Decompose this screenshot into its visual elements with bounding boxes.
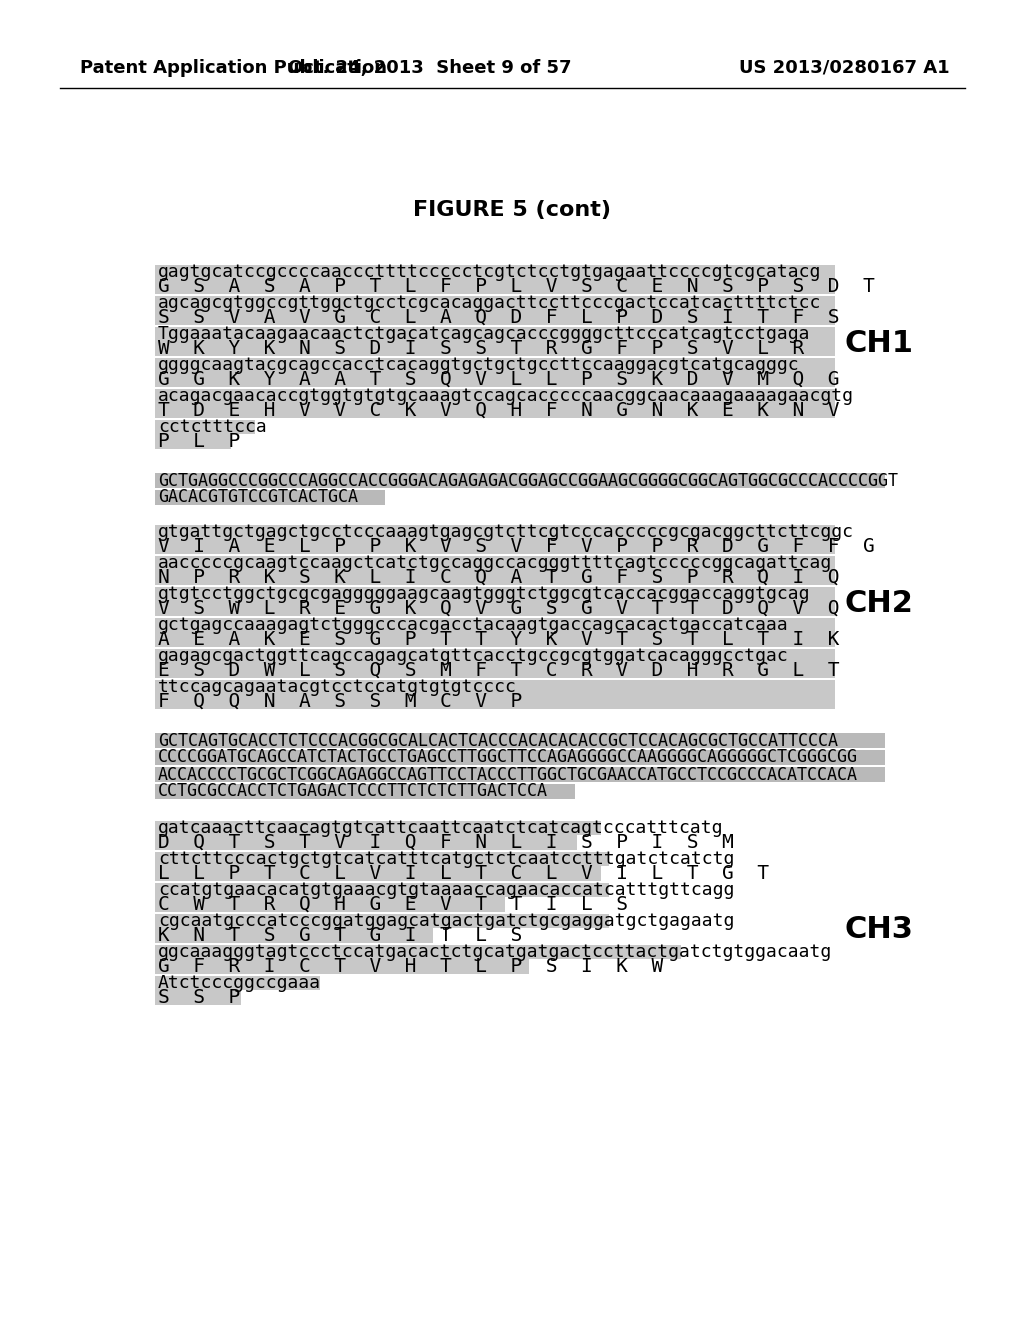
Bar (155, 851, 609, 866)
Bar (155, 750, 885, 766)
Text: CCCCGGATGCAGCCATCTACTGCCTGAGCCTTGGCTTCCAGAGGGGCCAAGGGGCAGGGGGCTCGGGCGG: CCCCGGATGCAGCCATCTACTGCCTGAGCCTTGGCTTCCA… (158, 748, 858, 767)
Text: Tggaaatacaagaacaactctgacatcagcagcacccggggcttcccatcagtcctgaga: Tggaaatacaagaacaactctgacatcagcagcacccggg… (158, 325, 811, 343)
Bar (155, 649, 835, 663)
Text: acagacgaacaccgtggtgtgtgcaaagtccagcacccccaacggcaacaaagaaaagaacgtg: acagacgaacaccgtggtgtgtgcaaagtccagcaccccc… (158, 387, 854, 405)
Bar (155, 372, 835, 387)
Text: Oct. 24, 2013  Sheet 9 of 57: Oct. 24, 2013 Sheet 9 of 57 (288, 59, 571, 77)
Text: G  S  A  S  A  P  T  L  F  P  L  V  S  C  E  N  S  P  S  D  T: G S A S A P T L F P L V S C E N S P S D … (158, 277, 874, 296)
Text: F  Q  Q  N  A  S  S  M  C  V  P: F Q Q N A S S M C V P (158, 692, 522, 711)
Text: T  D  E  H  V  V  C  K  V  Q  H  F  N  G  N  K  E  K  N  V: T D E H V V C K V Q H F N G N K E K N V (158, 401, 840, 420)
Text: L  L  P  T  C  L  V  I  L  T  C  L  V  I  L  T  G  T: L L P T C L V I L T C L V I L T G T (158, 865, 769, 883)
Text: N  P  R  K  S  K  L  I  C  Q  A  T  G  F  S  P  R  Q  I  Q: N P R K S K L I C Q A T G F S P R Q I Q (158, 568, 840, 587)
Bar (155, 632, 835, 647)
Bar (155, 990, 241, 1005)
Text: G  G  K  Y  A  A  T  S  Q  V  L  L  P  S  K  D  V  M  Q  G: G G K Y A A T S Q V L L P S K D V M Q G (158, 370, 840, 389)
Text: S  S  P: S S P (158, 987, 241, 1007)
Text: GCTGAGGCCCGGCCCAGGCCACCGGGACAGAGAGACGGAGCCGGAAGCGGGGCGGCAGTGGCGCCCACCCCGGT: GCTGAGGCCCGGCCCAGGCCACCGGGACAGAGAGACGGAG… (158, 471, 898, 490)
Text: V  I  A  E  L  P  P  K  V  S  V  F  V  P  P  R  D  G  F  F  G: V I A E L P P K V S V F V P P R D G F F … (158, 537, 874, 556)
Bar (155, 296, 835, 310)
Bar (155, 767, 885, 781)
Text: D  Q  T  S  T  V  I  Q  F  N  L  I  S  P  I  S  M: D Q T S T V I Q F N L I S P I S M (158, 833, 734, 851)
Text: P  L  P: P L P (158, 432, 241, 451)
Text: A  E  A  K  E  S  G  P  T  T  Y  K  V  T  S  T  L  T  I  K: A E A K E S G P T T Y K V T S T L T I K (158, 630, 840, 649)
Text: gagagcgactggttcagccagagcatgttcacctgccgcgtggatcacagggcctgac: gagagcgactggttcagccagagcatgttcacctgccgcg… (158, 647, 788, 665)
Bar (155, 327, 835, 341)
Bar (155, 821, 601, 836)
Text: gtgtcctggctgcgcgagggggaagcaagtgggtctggcgtcaccacggaccaggtgcag: gtgtcctggctgcgcgagggggaagcaagtgggtctggcg… (158, 585, 811, 603)
Text: CH1: CH1 (845, 329, 914, 358)
Text: cctctttcca: cctctttcca (158, 418, 266, 436)
Bar (155, 784, 575, 799)
Text: ggcaaagggtagtccctccatgacactctgcatgatgactccttactgatctgtggacaatg: ggcaaagggtagtccctccatgacactctgcatgatgact… (158, 942, 833, 961)
Bar (155, 490, 385, 506)
Bar (155, 663, 835, 678)
Bar (155, 618, 835, 632)
Bar (155, 310, 835, 325)
Bar (155, 883, 609, 898)
Bar (155, 913, 609, 928)
Bar (155, 680, 835, 694)
Bar (155, 265, 835, 279)
Bar (155, 975, 319, 990)
Text: FIGURE 5 (cont): FIGURE 5 (cont) (413, 201, 611, 220)
Text: G  F  R  I  C  T  V  H  T  L  P  S  I  K  W: G F R I C T V H T L P S I K W (158, 957, 664, 975)
Text: GACACGTGTCCGTCACTGCA: GACACGTGTCCGTCACTGCA (158, 488, 358, 507)
Text: K  N  T  S  G  T  G  I  T  L  S: K N T S G T G I T L S (158, 927, 522, 945)
Text: CCTGCGCCACCTCTGAGACTCCCTTCTCTCTTGACTCCA: CCTGCGCCACCTCTGAGACTCCCTTCTCTCTTGACTCCA (158, 783, 548, 800)
Text: ccatgtgaacacatgtgaaacgtgtaaaaccagaacaccatcatttgttcagg: ccatgtgaacacatgtgaaacgtgtaaaaccagaacacca… (158, 880, 734, 899)
Bar (155, 420, 255, 434)
Bar (155, 836, 577, 850)
Bar (155, 733, 885, 748)
Text: Atctcccggccgaaa: Atctcccggccgaaa (158, 974, 322, 993)
Text: CH3: CH3 (845, 916, 913, 945)
Bar (155, 403, 835, 418)
Text: W  K  Y  K  N  S  D  I  S  S  T  R  G  F  P  S  V  L  R: W K Y K N S D I S S T R G F P S V L R (158, 339, 804, 358)
Text: ACCACCCCTGCGCTCGGCAGAGGCCAGTTCCTACCCTTGGCTGCGAACCATGCCTCCGCCCACATCCACA: ACCACCCCTGCGCTCGGCAGAGGCCAGTTCCTACCCTTGG… (158, 766, 858, 784)
Text: gtgattgctgagctgcctcccaaagtgagcgtcttcgtcccacccccgcgacggcttcttcggc: gtgattgctgagctgcctcccaaagtgagcgtcttcgtcc… (158, 523, 854, 541)
Bar (155, 866, 601, 880)
Text: S  S  V  A  V  G  C  L  A  Q  D  F  L  P  D  S  I  T  F  S: S S V A V G C L A Q D F L P D S I T F S (158, 308, 840, 327)
Text: ttccagcagaatacgtcctccatgtgtgtcccc: ttccagcagaatacgtcctccatgtgtgtcccc (158, 678, 517, 696)
Text: GCTCAGTGCACCTCTCCCACGGCGCALCACTCACCCACACACACCGCTCCACAGCGCTGCCATTCCCA: GCTCAGTGCACCTCTCCCACGGCGCALCACTCACCCACAC… (158, 731, 838, 750)
Bar (155, 587, 835, 601)
Text: CH2: CH2 (845, 589, 913, 618)
Text: gatcaaacttcaacagtgtcattcaattcaatctcatcagtcccatttcatg: gatcaaacttcaacagtgtcattcaattcaatctcatcag… (158, 818, 724, 837)
Bar (155, 694, 835, 709)
Bar (155, 898, 505, 912)
Text: aacccccgcaagtccaagctcatctgccaggccacgggttttcagtcccccggcagattcag: aacccccgcaagtccaagctcatctgccaggccacgggtt… (158, 554, 833, 572)
Bar (155, 945, 681, 960)
Text: V  S  W  L  R  E  G  K  Q  V  G  S  G  V  T  T  D  Q  V  Q: V S W L R E G K Q V G S G V T T D Q V Q (158, 599, 840, 618)
Text: C  W  T  R  Q  H  G  E  V  T  T  I  L  S: C W T R Q H G E V T T I L S (158, 895, 628, 913)
Bar (155, 570, 835, 585)
Text: E  S  D  W  L  S  Q  S  M  F  T  C  R  V  D  H  R  G  L  T: E S D W L S Q S M F T C R V D H R G L T (158, 661, 840, 680)
Text: cttcttcccactgctgtcatcatttcatgctctcaatcctttgatctcatctg: cttcttcccactgctgtcatcatttcatgctctcaatcct… (158, 850, 734, 869)
Bar (155, 525, 835, 539)
Text: gctgagccaaagagtctgggcccacgacctacaagtgaccagcacactgaccatcaaa: gctgagccaaagagtctgggcccacgacctacaagtgacc… (158, 616, 788, 634)
Text: US 2013/0280167 A1: US 2013/0280167 A1 (739, 59, 950, 77)
Text: cgcaatgcccatcccggatggagcatgactgatctgcgaggatgctgagaatg: cgcaatgcccatcccggatggagcatgactgatctgcgag… (158, 912, 734, 931)
Bar (155, 389, 835, 403)
Bar (155, 341, 835, 356)
Bar (155, 434, 231, 449)
Bar (155, 601, 835, 616)
Bar (155, 928, 433, 942)
Bar (155, 960, 529, 974)
Bar (155, 473, 885, 488)
Bar (155, 539, 835, 554)
Text: Patent Application Publication: Patent Application Publication (80, 59, 387, 77)
Text: gagtgcatccgccccaacccttttccccctcgtctcctgtgagaattccccgtcgcatacg: gagtgcatccgccccaacccttttccccctcgtctcctgt… (158, 263, 821, 281)
Text: ggggcaagtacgcagccacctcacaggtgctgctgccttccaaggacgtcatgcagggc: ggggcaagtacgcagccacctcacaggtgctgctgccttc… (158, 356, 800, 374)
Text: agcagcgtggccgttggctgcctcgcacaggacttccttcccgactccatcacttttctcc: agcagcgtggccgttggctgcctcgcacaggacttccttc… (158, 294, 821, 312)
Bar (155, 358, 835, 372)
Bar (155, 556, 835, 570)
Bar (155, 279, 835, 294)
